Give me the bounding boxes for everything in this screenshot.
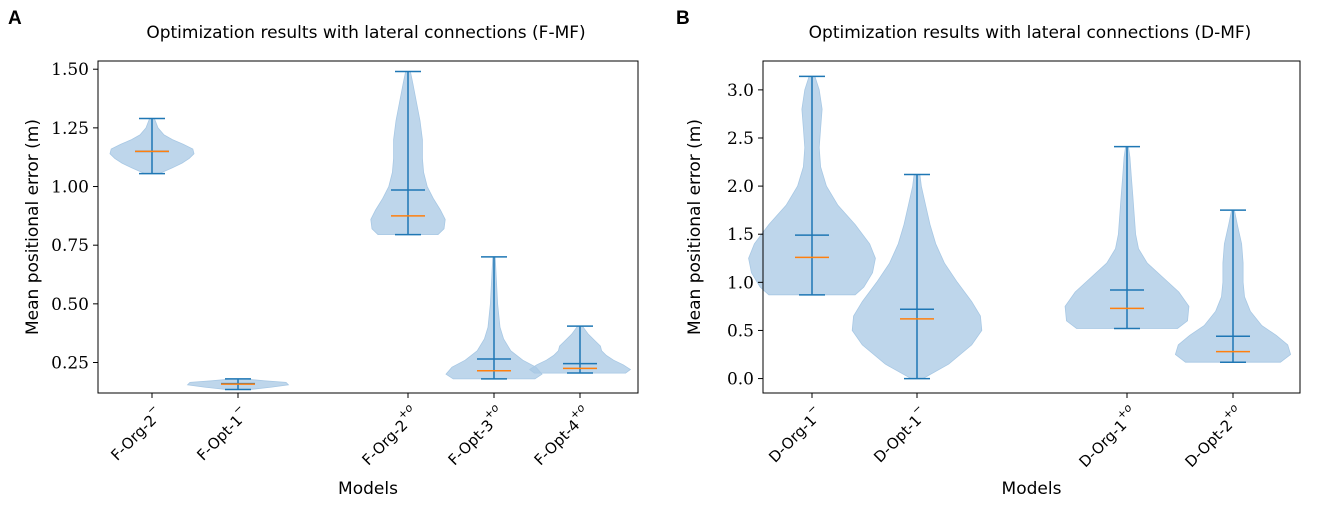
panel-b: B Optimization results with lateral conne… xyxy=(676,8,1301,499)
plot-frame xyxy=(762,60,1301,394)
panel-a: A Optimization results with lateral conne… xyxy=(8,8,639,499)
violin-f-opt-1 xyxy=(186,378,290,391)
y-tick-label: 0.50 xyxy=(51,295,89,315)
x-tick-label: F-Opt-4+o xyxy=(527,401,595,469)
y-axis-label: Mean positional error (m) xyxy=(685,119,705,335)
y-tick-label: 0.0 xyxy=(727,370,754,390)
y-tick-label: 1.25 xyxy=(51,119,89,139)
y-tick-label: 1.50 xyxy=(51,60,89,80)
x-axis-label: Models xyxy=(338,479,398,499)
x-tick-label: F-Opt-3+o xyxy=(441,401,509,469)
y-tick-label: 0.5 xyxy=(727,321,754,341)
y-tick-label: 2.5 xyxy=(727,129,754,149)
x-tick-label: F-Org-2− xyxy=(104,401,167,464)
x-tick-label: D-Org-1+o xyxy=(1072,401,1142,471)
violin-f-opt-4 xyxy=(528,325,632,374)
chart-title: Optimization results with lateral connec… xyxy=(146,23,585,43)
x-tick-label: D-Opt-1− xyxy=(867,401,932,466)
chart-title: Optimization results with lateral connec… xyxy=(809,23,1252,43)
panel-letter: A xyxy=(8,8,22,29)
y-tick-label: 2.0 xyxy=(727,177,754,197)
violin-f-opt-3 xyxy=(445,256,543,380)
violin-d-org-1 xyxy=(1064,145,1190,330)
y-tick-label: 0.75 xyxy=(51,236,89,256)
panel-letter: B xyxy=(676,8,690,29)
y-axis-label: Mean positional error (m) xyxy=(23,119,43,335)
violin-f-org-2 xyxy=(109,117,195,175)
x-axis-label: Models xyxy=(1002,479,1062,499)
x-tick-label: D-Opt-2+o xyxy=(1178,401,1248,471)
plot-frame xyxy=(97,60,639,394)
y-tick-label: 1.00 xyxy=(51,178,89,198)
violin-d-opt-1 xyxy=(851,173,983,380)
y-tick-label: 1.5 xyxy=(727,225,754,245)
x-tick-label: D-Org-1− xyxy=(762,401,827,466)
y-tick-label: 3.0 xyxy=(727,81,754,101)
x-tick-label: F-Org-2+o xyxy=(355,401,423,469)
y-tick-label: 0.25 xyxy=(51,353,89,373)
violin-d-org-1 xyxy=(748,75,876,296)
y-tick-label: 1.0 xyxy=(727,273,754,293)
x-tick-label: F-Opt-1− xyxy=(190,401,253,464)
violin-d-opt-2 xyxy=(1174,209,1292,363)
violin-f-org-2 xyxy=(370,70,446,236)
